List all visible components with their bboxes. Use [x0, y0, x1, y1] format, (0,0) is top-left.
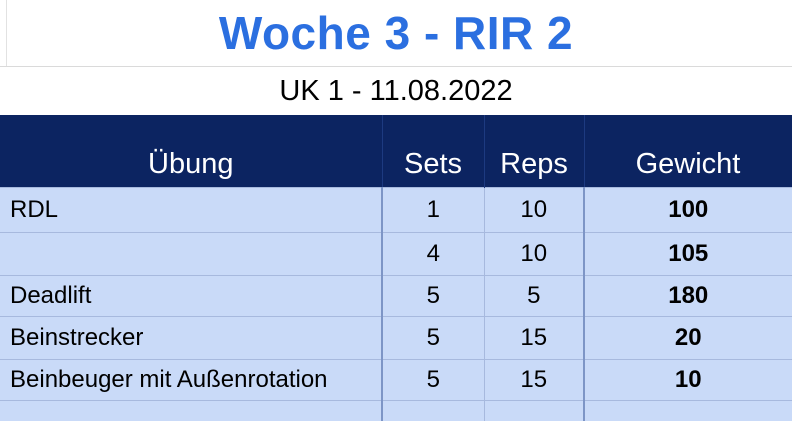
cell-reps[interactable]: 5 — [484, 276, 584, 317]
cell-reps[interactable]: 10 — [484, 188, 584, 233]
cell-weight[interactable]: 20 — [584, 317, 792, 360]
cell-weight[interactable]: 180 — [584, 276, 792, 317]
header-row: Übung Sets Reps Gewicht — [0, 115, 792, 188]
table-row: Deadlift 5 5 180 — [0, 276, 792, 317]
cell-exercise[interactable]: Deadlift — [0, 276, 382, 317]
cell-weight[interactable]: 105 — [584, 233, 792, 276]
header-reps[interactable]: Reps — [484, 115, 584, 188]
table-row: RDL 1 10 100 — [0, 188, 792, 233]
cell-reps[interactable]: 15 — [484, 317, 584, 360]
cell-sets[interactable]: 5 — [382, 360, 484, 401]
cell-sets[interactable] — [382, 401, 484, 421]
sheet-title: Woche 3 - RIR 2 — [219, 6, 573, 60]
cell-weight[interactable] — [584, 401, 792, 421]
cell-sets[interactable]: 4 — [382, 233, 484, 276]
table-row: Beinbeuger mit Außenrotation 5 15 10 — [0, 360, 792, 401]
workout-table: Übung Sets Reps Gewicht RDL 1 10 100 4 1… — [0, 115, 792, 421]
sheet-subtitle: UK 1 - 11.08.2022 — [279, 75, 512, 108]
cell-sets[interactable]: 1 — [382, 188, 484, 233]
spreadsheet: Woche 3 - RIR 2 UK 1 - 11.08.2022 Übung … — [0, 0, 792, 410]
cell-reps[interactable]: 10 — [484, 233, 584, 276]
table-row: Beinstrecker 5 15 20 — [0, 317, 792, 360]
cell-weight[interactable]: 10 — [584, 360, 792, 401]
header-weight[interactable]: Gewicht — [584, 115, 792, 188]
cell-exercise[interactable]: Beinbeuger mit Außenrotation — [0, 360, 382, 401]
cell-reps[interactable]: 15 — [484, 360, 584, 401]
header-exercise[interactable]: Übung — [0, 115, 382, 188]
cell-reps[interactable] — [484, 401, 584, 421]
cell-exercise[interactable] — [0, 233, 382, 276]
table-row: 4 10 105 — [0, 233, 792, 276]
cell-exercise[interactable]: Beinstrecker — [0, 317, 382, 360]
cell-sets[interactable]: 5 — [382, 317, 484, 360]
table-row — [0, 401, 792, 421]
cell-sets[interactable]: 5 — [382, 276, 484, 317]
subtitle-cell[interactable]: UK 1 - 11.08.2022 — [0, 67, 792, 116]
title-cell[interactable]: Woche 3 - RIR 2 — [0, 0, 792, 67]
cell-weight[interactable]: 100 — [584, 188, 792, 233]
cell-exercise[interactable]: RDL — [0, 188, 382, 233]
header-sets[interactable]: Sets — [382, 115, 484, 188]
cell-exercise[interactable] — [0, 401, 382, 421]
